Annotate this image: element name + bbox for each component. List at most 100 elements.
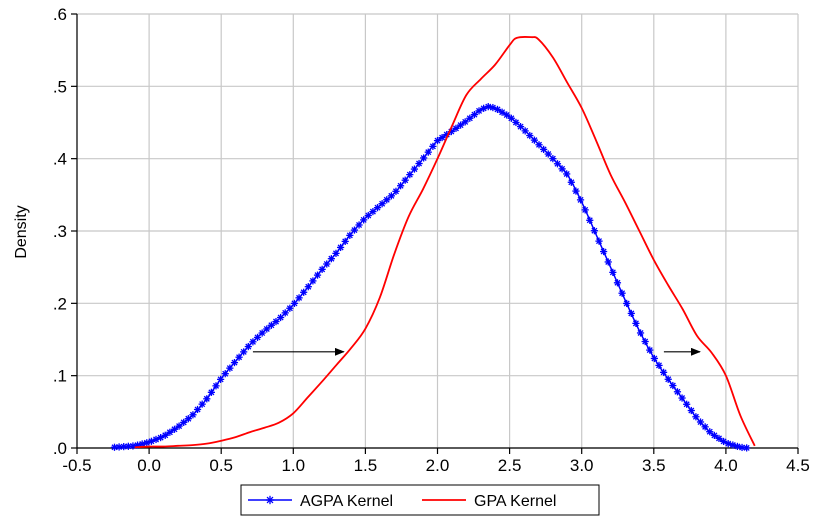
series-marker bbox=[249, 338, 257, 346]
series-marker bbox=[295, 294, 303, 302]
series-marker bbox=[166, 428, 174, 436]
series-marker bbox=[193, 405, 202, 414]
series-marker bbox=[692, 413, 700, 421]
series-marker bbox=[212, 382, 220, 390]
y-axis-title: Density bbox=[13, 205, 30, 258]
series-marker bbox=[396, 182, 405, 190]
series-marker bbox=[360, 216, 368, 224]
series-marker bbox=[669, 381, 677, 390]
y-tick-label: .1 bbox=[53, 367, 67, 386]
series-marker bbox=[646, 346, 654, 354]
series-marker bbox=[743, 444, 751, 452]
series-marker bbox=[253, 333, 262, 342]
series-marker bbox=[373, 204, 382, 212]
series-marker bbox=[198, 400, 206, 408]
series-marker bbox=[456, 121, 465, 129]
series-marker bbox=[207, 388, 215, 396]
series-marker bbox=[323, 260, 331, 268]
series-marker bbox=[364, 211, 372, 220]
legend-box bbox=[240, 484, 600, 516]
series-marker bbox=[433, 136, 442, 145]
x-tick-label: 1.0 bbox=[281, 456, 305, 475]
series-marker bbox=[715, 434, 723, 443]
series-marker bbox=[655, 361, 663, 369]
series-marker bbox=[696, 418, 705, 426]
series-marker bbox=[650, 354, 658, 363]
series-marker bbox=[733, 442, 742, 451]
series-marker bbox=[336, 243, 345, 252]
y-tick-label: .4 bbox=[53, 150, 67, 169]
series-marker bbox=[572, 187, 580, 195]
series-marker bbox=[410, 165, 419, 173]
series-marker bbox=[429, 142, 437, 150]
legend-entry-gpa: GPA Kernel bbox=[422, 493, 556, 510]
y-tick-label: .6 bbox=[53, 5, 67, 24]
axes bbox=[71, 13, 799, 454]
series-marker bbox=[576, 196, 585, 204]
series-marker bbox=[383, 196, 391, 204]
series-marker bbox=[313, 271, 322, 279]
series-marker bbox=[341, 237, 349, 246]
series-marker bbox=[461, 118, 469, 126]
series-marker bbox=[521, 127, 529, 135]
series-marker bbox=[600, 247, 608, 256]
series-marker bbox=[706, 428, 714, 436]
series-marker bbox=[507, 114, 515, 122]
legend: AGPA Kernel GPA Kernel bbox=[240, 484, 600, 516]
series-marker bbox=[369, 207, 377, 216]
series-marker bbox=[401, 176, 409, 184]
series-marker bbox=[258, 329, 266, 337]
series-marker bbox=[590, 227, 598, 235]
series-marker bbox=[387, 192, 395, 200]
series-marker bbox=[332, 249, 340, 257]
series-marker bbox=[286, 304, 294, 312]
series-marker bbox=[350, 226, 359, 234]
grid bbox=[76, 13, 799, 449]
series-marker bbox=[581, 206, 589, 214]
series-marker bbox=[392, 187, 400, 195]
series-marker bbox=[586, 216, 594, 224]
x-tick-label: 4.0 bbox=[714, 456, 738, 475]
series-marker bbox=[129, 442, 137, 450]
x-tick-label: 3.0 bbox=[570, 456, 594, 475]
x-tick-label: 3.5 bbox=[642, 456, 666, 475]
tick-labels: -0.5 0.0 0.5 1.0 1.5 2.0 2.5 3.0 3.5 4.0 4.5 .0 .1 .2… bbox=[53, 5, 810, 475]
series-marker bbox=[346, 231, 354, 239]
series-line-1 bbox=[134, 36, 756, 449]
series-marker bbox=[438, 133, 446, 142]
series-marker bbox=[549, 155, 557, 163]
legend-label: AGPA Kernel bbox=[300, 493, 393, 510]
series-marker bbox=[304, 283, 312, 291]
series-marker bbox=[318, 265, 326, 273]
series-marker bbox=[530, 136, 539, 144]
series-marker bbox=[230, 358, 239, 367]
series-marker bbox=[563, 170, 571, 178]
series-marker bbox=[424, 148, 432, 156]
series-marker bbox=[300, 288, 308, 296]
x-tick-label: 0.0 bbox=[137, 456, 161, 475]
series-marker bbox=[535, 141, 543, 149]
series-marker bbox=[203, 395, 211, 403]
series-marker bbox=[244, 342, 252, 351]
series-marker bbox=[687, 406, 695, 415]
series-marker bbox=[567, 178, 575, 186]
x-tick-label: 0.5 bbox=[209, 456, 233, 475]
series-marker bbox=[184, 415, 192, 423]
series-marker bbox=[161, 431, 169, 439]
legend-marker bbox=[265, 495, 275, 505]
x-tick-label: 2.0 bbox=[426, 456, 450, 475]
series-marker bbox=[683, 400, 691, 408]
series-marker bbox=[189, 411, 197, 419]
x-tick-label: 2.5 bbox=[498, 456, 522, 475]
series-marker bbox=[540, 145, 548, 154]
series-marker bbox=[272, 317, 280, 326]
series-marker bbox=[290, 299, 299, 307]
series-marker bbox=[235, 353, 243, 361]
x-tick-label: -0.5 bbox=[62, 456, 91, 475]
series-marker bbox=[553, 160, 562, 168]
series-marker bbox=[604, 258, 612, 266]
series-marker bbox=[710, 431, 718, 440]
series-marker bbox=[355, 221, 363, 229]
x-tick-label: 4.5 bbox=[786, 456, 810, 475]
series-marker bbox=[641, 337, 649, 346]
